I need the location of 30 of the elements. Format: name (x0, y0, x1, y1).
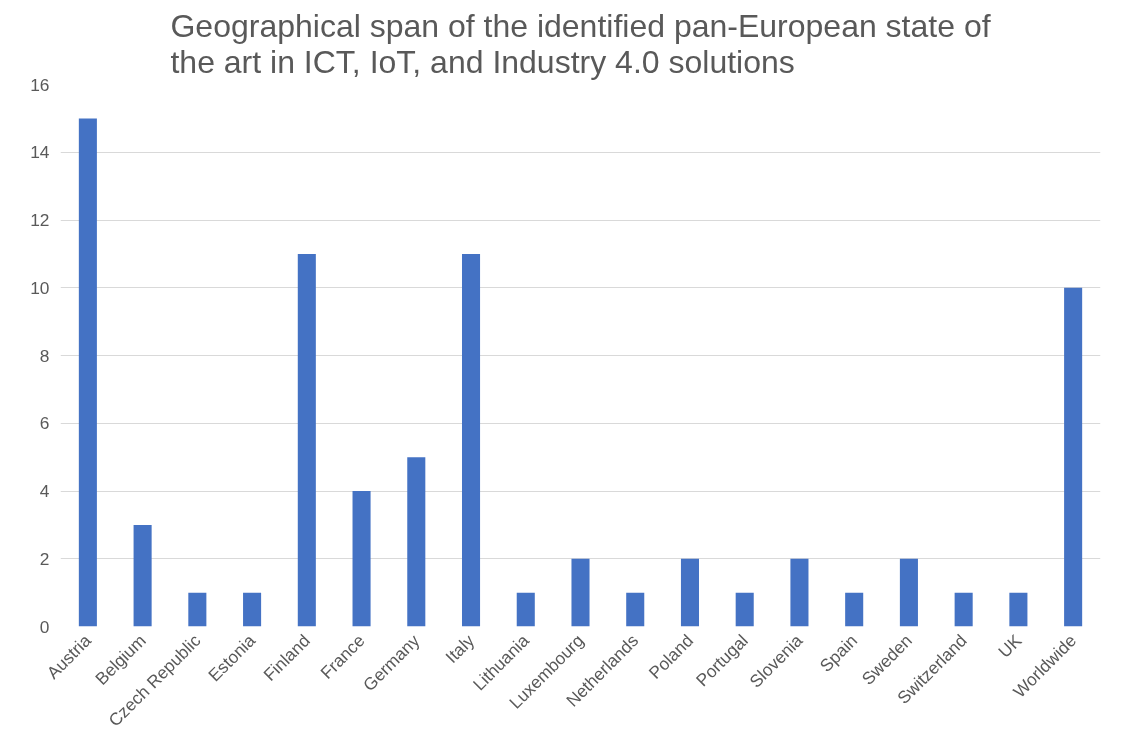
bar (1064, 287, 1083, 627)
bar (78, 118, 97, 627)
bar (133, 524, 152, 627)
chart-title: Geographical span of the identified pan-European state of the art in ICT, IoT, and Industry 4.0 solutions (170, 7, 991, 80)
y-tick-label: 8 (39, 345, 50, 366)
bar (297, 253, 316, 627)
bar (461, 253, 481, 627)
y-tick-label: 14 (30, 142, 50, 163)
bar (790, 558, 809, 627)
bar (571, 558, 590, 627)
bar (680, 558, 700, 627)
bar (899, 558, 918, 627)
bar (243, 592, 262, 627)
x-tick-label: Italy (441, 630, 479, 668)
bar (845, 592, 864, 627)
bar (1009, 592, 1028, 627)
y-tick-label: 16 (30, 74, 50, 95)
bar (516, 592, 535, 627)
bar (188, 592, 207, 627)
y-tick-label: 12 (30, 210, 50, 230)
y-tick-label: 4 (39, 481, 50, 501)
bar (407, 457, 426, 627)
y-tick-label: 10 (30, 277, 50, 298)
bar (735, 592, 754, 627)
y-tick-label: 6 (39, 413, 50, 434)
bar (352, 491, 371, 627)
y-tick-label: 2 (39, 548, 50, 569)
bar (626, 592, 645, 627)
bar (954, 592, 973, 627)
y-tick-label: 0 (39, 616, 50, 637)
